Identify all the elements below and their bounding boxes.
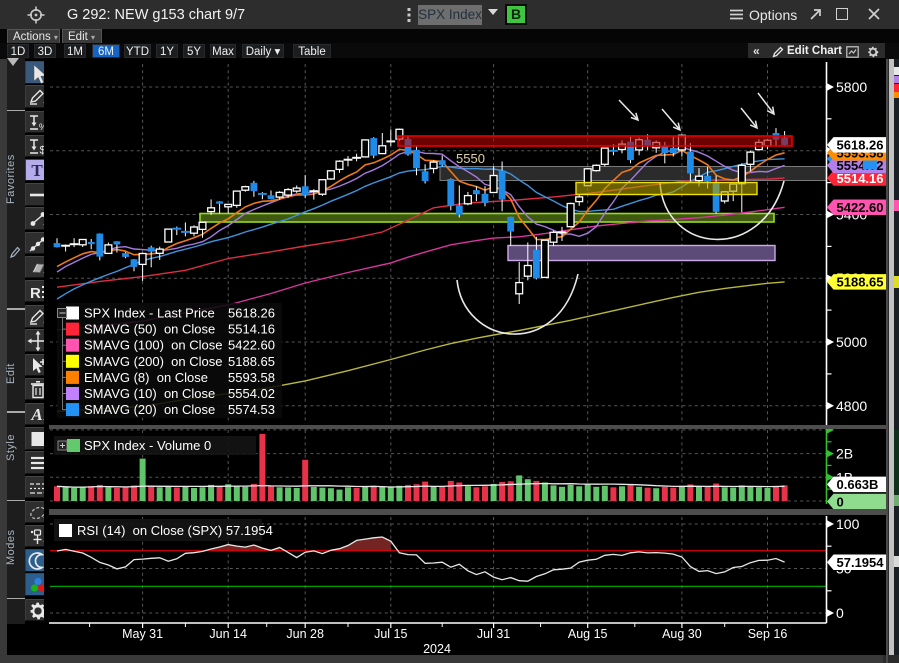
svg-text:Sep 16: Sep 16	[748, 627, 788, 641]
svg-text:5593.58: 5593.58	[228, 370, 275, 385]
svg-text:5514.16: 5514.16	[228, 322, 275, 337]
svg-text:4800: 4800	[836, 398, 867, 414]
svg-text:R: R	[30, 285, 41, 302]
svg-text:SPX Index - Volume 0: SPX Index - Volume 0	[84, 438, 211, 453]
svg-text:Aug 30: Aug 30	[662, 627, 702, 641]
svg-text:0: 0	[837, 494, 844, 509]
svg-text:%: %	[39, 122, 47, 132]
svg-text:100: 100	[836, 516, 860, 532]
svg-text:5188.65: 5188.65	[228, 354, 275, 369]
svg-text:SMAVG (200) on Close: SMAVG (200) on Close	[84, 354, 222, 369]
svg-text:5188.65: 5188.65	[837, 275, 884, 290]
svg-text:Jun 14: Jun 14	[209, 627, 247, 641]
svg-text:SMAVG (10) on Close: SMAVG (10) on Close	[84, 386, 215, 401]
svg-text:5574.53: 5574.53	[228, 402, 275, 417]
svg-text:Jul 31: Jul 31	[477, 627, 510, 641]
svg-text:5422.60: 5422.60	[837, 200, 884, 215]
svg-text:5554.02: 5554.02	[228, 386, 275, 401]
svg-text:5000: 5000	[836, 334, 867, 350]
svg-text:EMAVG (8) on Close: EMAVG (8) on Close	[84, 370, 208, 385]
svg-text:Aug 15: Aug 15	[568, 627, 608, 641]
svg-text:SMAVG (20) on Close: SMAVG (20) on Close	[84, 402, 215, 417]
svg-text:0.663B: 0.663B	[837, 477, 879, 492]
svg-text:5550: 5550	[456, 151, 485, 166]
svg-text:2024: 2024	[423, 642, 451, 656]
svg-text:SPX Index - Last Price: SPX Index - Last Price	[84, 306, 215, 321]
svg-text:SMAVG (50) on Close: SMAVG (50) on Close	[84, 322, 215, 337]
svg-text:5618.26: 5618.26	[837, 138, 884, 153]
svg-text:5800: 5800	[836, 79, 867, 95]
svg-text:RSI (14) on Close (SPX) 57.19: RSI (14) on Close (SPX) 57.1954	[77, 523, 273, 538]
svg-text:Jul 15: Jul 15	[374, 627, 407, 641]
svg-text:57.1954: 57.1954	[837, 555, 885, 570]
svg-text:May 31: May 31	[122, 627, 163, 641]
svg-text:SMAVG (100) on Close: SMAVG (100) on Close	[84, 338, 222, 353]
svg-text:5618.26: 5618.26	[228, 306, 275, 321]
svg-text:$: $	[40, 145, 46, 157]
svg-text:Jun 28: Jun 28	[286, 627, 324, 641]
svg-text:5514.16: 5514.16	[837, 171, 884, 186]
svg-text:0: 0	[836, 605, 844, 621]
svg-text:2B: 2B	[836, 446, 853, 462]
svg-text:5422.60: 5422.60	[228, 338, 275, 353]
